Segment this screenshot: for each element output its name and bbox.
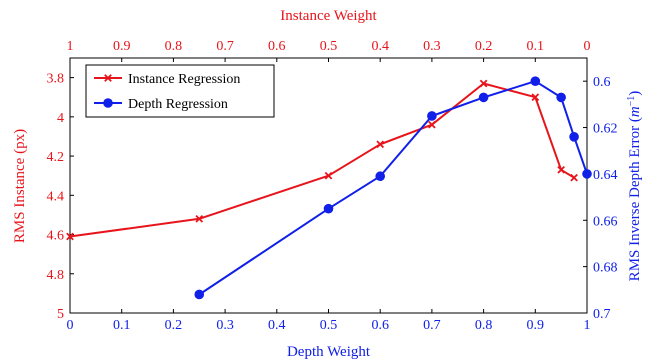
top-tick-label: 0.2: [475, 39, 493, 54]
right-tick-label: 0.6: [593, 75, 611, 90]
right-tick-label: 0.62: [593, 122, 618, 137]
top-tick-label: 0.4: [371, 39, 389, 54]
top-tick-label: 0.1: [527, 39, 545, 54]
right-tick-label: 0.7: [593, 307, 611, 322]
marker-stroke: [324, 171, 333, 180]
bottom-axis-label: Depth Weight: [287, 344, 371, 360]
bottom-tick-label: 0.1: [113, 318, 131, 333]
legend-marker: [103, 98, 113, 108]
data-point: [324, 171, 333, 180]
marker-stroke: [428, 120, 436, 129]
marker-stroke: [104, 74, 112, 82]
data-point: [478, 92, 489, 103]
series-layer: [66, 76, 592, 300]
top-tick-label: 0.3: [423, 39, 441, 54]
bottom-tick-label: 0.9: [527, 318, 545, 333]
marker-stroke: [376, 140, 385, 149]
marker-stroke: [66, 232, 74, 241]
top-tick-label: 0.8: [165, 39, 183, 54]
legend-entry: Depth Regression: [94, 97, 228, 112]
marker-stroke: [479, 79, 488, 88]
top-tick-label: 0.6: [268, 39, 286, 54]
top-tick-label: 1: [67, 39, 74, 54]
top-tick-label: 0.7: [216, 39, 234, 54]
left-axis-label: RMS Instance (px): [12, 129, 28, 243]
bottom-tick-label: 0.4: [268, 318, 286, 333]
bottom-tick-label: 0.6: [371, 318, 389, 333]
right-tick-label: 0.66: [593, 214, 618, 229]
marker-stroke: [570, 173, 578, 182]
left-tick-label: 4.2: [47, 150, 65, 165]
axes: 0 0.1 0.2 0.3 0.4 0.5 0.6 0.7 0.8 0.9 1 1 0.9 0.8 0.7 0…: [47, 39, 618, 333]
marker-stroke: [195, 215, 204, 223]
left-tick-label: 5: [57, 307, 64, 322]
legend-entry: Instance Regression: [94, 72, 240, 87]
data-point: [428, 120, 436, 129]
series-instance-regression: [66, 79, 578, 241]
left-tick-label: 4: [57, 111, 64, 126]
bottom-tick-label: 0.7: [423, 318, 441, 333]
marker-stroke: [531, 93, 540, 102]
bottom-tick-label: 0.2: [165, 318, 183, 333]
left-tick-label: 3.8: [47, 72, 65, 87]
data-point: [66, 232, 74, 241]
left-tick-label: 4.6: [47, 229, 65, 244]
top-tick-label: 0.9: [113, 39, 131, 54]
legend: Instance Regression Depth Regression: [85, 64, 275, 118]
top-tick-label: 0: [584, 39, 591, 54]
left-tick-label: 4.8: [47, 268, 65, 283]
data-point: [194, 289, 205, 300]
right-axis-label: RMS Inverse Depth Error (m−1): [626, 91, 644, 282]
data-point: [569, 132, 579, 142]
data-point: [427, 111, 437, 121]
data-point: [376, 140, 385, 149]
data-point: [570, 173, 578, 182]
top-tick-label: 0.5: [320, 39, 338, 54]
data-point: [531, 93, 540, 102]
legend-box: [85, 64, 275, 118]
data-point: [323, 203, 334, 214]
legend-label: Instance Regression: [128, 72, 240, 87]
left-tick-label: 4.4: [47, 189, 65, 204]
data-point: [530, 76, 541, 86]
bottom-tick-label: 0.5: [320, 318, 338, 333]
top-axis-label: Instance Weight: [280, 8, 377, 24]
marker-stroke: [557, 165, 565, 174]
right-tick-label: 0.68: [593, 261, 618, 276]
bottom-tick-label: 0: [67, 318, 74, 333]
data-point: [556, 92, 566, 103]
legend-label: Depth Regression: [128, 97, 228, 112]
bottom-tick-label: 1: [584, 318, 591, 333]
data-point: [582, 169, 592, 179]
bottom-tick-label: 0.8: [475, 318, 493, 333]
bottom-tick-label: 0.3: [216, 318, 234, 333]
data-point: [557, 165, 565, 174]
legend-marker: [104, 74, 112, 82]
data-point: [195, 215, 204, 223]
series-depth-regression: [194, 76, 592, 300]
data-point: [479, 79, 488, 88]
data-point: [375, 171, 386, 182]
right-tick-label: 0.64: [593, 168, 618, 183]
